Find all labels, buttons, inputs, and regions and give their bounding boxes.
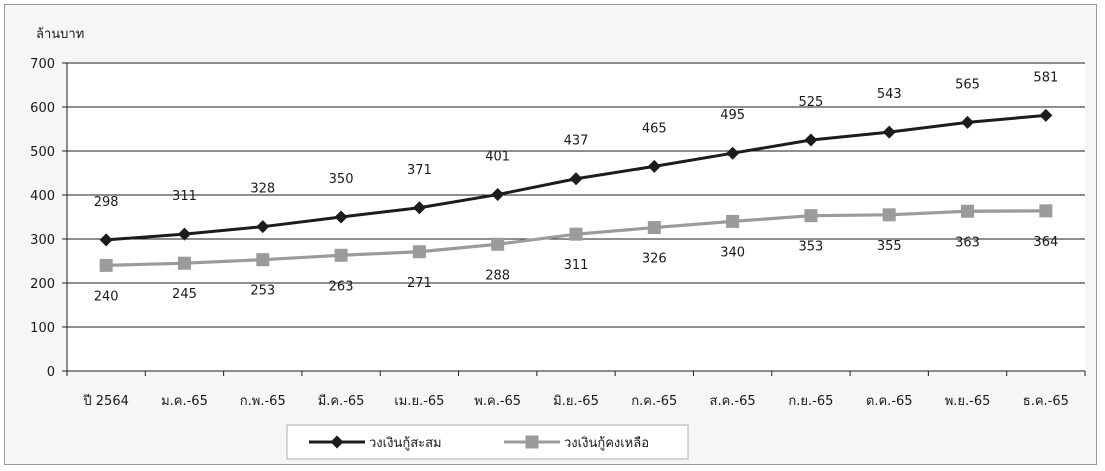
x-tick-label: ต.ค.-65 (866, 394, 913, 409)
data-label: 581 (1033, 70, 1058, 85)
data-point-marker (334, 248, 348, 262)
x-tick-label: ก.ย.-65 (788, 394, 833, 409)
x-tick-label: ธ.ค.-65 (1023, 394, 1069, 409)
data-label: 355 (877, 239, 902, 254)
data-label: 271 (407, 276, 432, 291)
data-point-marker (726, 146, 740, 160)
data-point-marker (99, 233, 113, 247)
y-tick-label: 600 (30, 101, 55, 116)
y-tick-label: 700 (30, 57, 55, 72)
data-label: 353 (799, 240, 824, 255)
data-label: 465 (642, 121, 667, 136)
data-label: 240 (94, 289, 119, 304)
data-point-marker (177, 256, 191, 270)
data-label: 326 (642, 252, 667, 267)
y-tick-label: 100 (30, 321, 55, 336)
data-point-marker (569, 172, 583, 186)
x-tick-label: ก.ค.-65 (631, 394, 677, 409)
data-label: 543 (877, 87, 902, 102)
data-point-marker (882, 208, 896, 222)
data-point-marker (961, 115, 975, 129)
x-tick-label: ก.พ.-65 (240, 394, 286, 409)
data-label: 253 (250, 284, 275, 299)
data-label: 437 (564, 134, 589, 149)
data-label: 245 (172, 287, 197, 302)
data-label: 288 (485, 268, 510, 283)
x-tick-label: พ.ย.-65 (945, 394, 991, 409)
x-tick-label: เม.ย.-65 (394, 394, 444, 409)
y-tick-label: 400 (30, 189, 55, 204)
data-point-marker (804, 133, 818, 147)
legend-label: วงเงินกู้คงเหลือ (564, 435, 649, 451)
data-label: 340 (720, 245, 745, 260)
data-label: 263 (329, 279, 354, 294)
data-label: 371 (407, 163, 432, 178)
legend: วงเงินกู้สะสม วงเงินกู้คงเหลือ (286, 424, 689, 460)
x-tick-label: ม.ค.-65 (161, 394, 208, 409)
series-markers (99, 108, 1053, 272)
data-point-marker (412, 201, 426, 215)
data-point-marker (961, 204, 975, 218)
gridlines (67, 62, 1085, 371)
data-point-marker (726, 214, 740, 228)
y-tick-label: 200 (30, 277, 55, 292)
y-tick-label: 300 (30, 233, 55, 248)
data-label: 298 (94, 195, 119, 210)
y-tick-labels: 0 100 200 300 400 500 600 700 (30, 57, 55, 380)
x-tick-labels: ปี 2564 ม.ค.-65 ก.พ.-65 มี.ค.-65 เม.ย.-65 พ.ค… (82, 393, 1069, 409)
x-tick-label: มี.ค.-65 (318, 393, 365, 409)
data-label: 495 (720, 108, 745, 123)
y-tick-label: 500 (30, 145, 55, 160)
y-axis-label: ล้านบาท (36, 27, 84, 42)
data-point-marker (569, 227, 583, 241)
data-point-marker (99, 258, 113, 272)
data-point-marker (647, 221, 661, 235)
data-label: 363 (955, 235, 980, 250)
legend-marker (525, 435, 539, 449)
x-tick-label: ส.ค.-65 (710, 394, 756, 409)
axes (62, 62, 1086, 376)
data-labels: 298 311 328 350 371 401 437 465 495 525 543 565 581 2… (94, 70, 1059, 304)
data-label: 401 (485, 150, 510, 165)
data-point-marker (647, 159, 661, 173)
data-point-marker (882, 125, 896, 139)
data-point-marker (1039, 204, 1053, 218)
data-point-marker (256, 220, 270, 234)
legend-marker (330, 435, 344, 449)
plot-area (67, 63, 1085, 371)
legend-label: วงเงินกู้สะสม (369, 436, 442, 451)
x-tick-label: ปี 2564 (82, 393, 128, 409)
x-tick-label: พ.ค.-65 (474, 394, 521, 409)
data-label: 328 (250, 182, 275, 197)
data-point-marker (491, 188, 505, 202)
y-tick-label: 0 (47, 365, 55, 380)
data-label: 364 (1033, 235, 1058, 250)
data-point-marker (334, 210, 348, 224)
data-label: 350 (329, 172, 354, 187)
data-label: 311 (172, 189, 197, 204)
data-point-marker (1039, 108, 1053, 122)
data-label: 311 (564, 258, 589, 273)
data-point-marker (491, 237, 505, 251)
data-point-marker (177, 227, 191, 241)
data-point-marker (804, 209, 818, 223)
data-point-marker (256, 253, 270, 267)
data-label: 525 (799, 95, 824, 110)
data-point-marker (412, 245, 426, 259)
x-tick-label: มิ.ย.-65 (553, 394, 599, 409)
data-label: 565 (955, 77, 980, 92)
